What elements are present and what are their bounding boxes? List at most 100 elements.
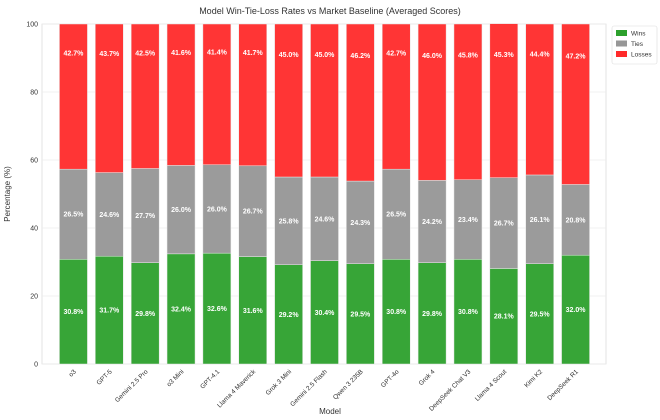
bar-losses	[453, 23, 483, 180]
bar-losses	[238, 23, 268, 167]
legend-swatch	[616, 40, 627, 47]
bar-losses	[489, 23, 519, 178]
data-label: 30.4%	[315, 310, 336, 317]
x-tick-label: Gemini 2.5 Pro	[114, 368, 150, 404]
chart-title: Model Win-Tie-Loss Rates vs Market Basel…	[199, 6, 461, 16]
data-label: 24.2%	[422, 219, 443, 226]
bar-ties	[274, 176, 303, 265]
data-label: 26.0%	[207, 206, 228, 213]
data-label: 24.6%	[315, 216, 336, 223]
x-tick-label: Llama 4 Maverick	[216, 368, 257, 409]
bar-ties	[95, 172, 124, 257]
data-label: 29.8%	[135, 311, 156, 318]
bar-ties	[202, 164, 232, 254]
data-label: 28.1%	[494, 314, 515, 321]
data-label: 26.0%	[171, 207, 192, 214]
bar-losses	[561, 23, 590, 185]
y-tick-label: 80	[30, 90, 38, 97]
bar-wins	[274, 264, 303, 365]
x-tick-label: GPT-5	[95, 368, 114, 387]
y-tick-label: 0	[34, 362, 38, 369]
data-label: 32.6%	[207, 306, 228, 313]
data-label: 24.3%	[350, 220, 371, 227]
data-label: 29.5%	[530, 311, 551, 318]
x-axis-label: Model	[319, 407, 341, 416]
data-label: 26.1%	[530, 217, 551, 224]
legend-label: Ties	[631, 41, 644, 48]
bar-wins	[561, 254, 590, 365]
bar-losses	[417, 23, 447, 181]
data-label: 26.7%	[494, 221, 515, 228]
bar-wins	[202, 252, 232, 365]
bar-losses	[130, 23, 160, 169]
bar-losses	[346, 23, 375, 182]
bar-ties	[525, 174, 554, 264]
legend-swatch	[616, 30, 627, 36]
data-label: 42.7%	[64, 51, 85, 58]
bar-wins	[166, 253, 196, 365]
data-label: 32.4%	[171, 306, 192, 313]
data-label: 41.7%	[243, 50, 264, 57]
data-label: 42.5%	[135, 50, 156, 57]
data-label: 30.8%	[64, 309, 85, 316]
bar-losses	[525, 23, 554, 176]
x-tick-label: GPT-4.1	[199, 368, 221, 390]
bar-losses	[310, 23, 339, 178]
bar-wins	[489, 268, 519, 365]
bar-wins	[59, 259, 88, 365]
y-axis-label: Percentage (%)	[3, 166, 12, 222]
data-label: 44.4%	[530, 52, 551, 59]
data-label: 46.0%	[422, 53, 443, 60]
data-label: 26.5%	[64, 212, 85, 219]
bar-losses	[274, 23, 303, 178]
data-label: 23.4%	[458, 217, 479, 224]
bar-wins	[417, 262, 447, 365]
legend-label: Wins	[631, 31, 646, 38]
data-label: 47.2%	[566, 54, 587, 61]
data-label: 41.6%	[171, 50, 192, 57]
x-tick-label: Kimi K2	[523, 368, 544, 389]
bar-losses	[166, 23, 196, 166]
legend-label: Losses	[631, 52, 652, 59]
data-label: 43.7%	[99, 51, 120, 58]
data-label: 29.5%	[350, 311, 371, 318]
data-label: 30.8%	[458, 309, 479, 316]
bar-losses	[59, 23, 88, 170]
bar-ties	[381, 168, 411, 260]
data-label: 32.0%	[566, 307, 587, 314]
data-label: 29.8%	[422, 311, 443, 318]
x-tick-label: o3	[68, 368, 78, 378]
data-label: 31.6%	[243, 308, 264, 315]
bar-wins	[310, 260, 339, 365]
x-tick-label: Llama 4 Scout	[474, 368, 508, 402]
data-label: 45.8%	[458, 53, 479, 60]
x-tick-label: o3 Mini	[166, 368, 186, 388]
data-label: 26.7%	[243, 209, 264, 216]
x-tick-label: Grok 4	[418, 368, 437, 387]
bar-ties	[130, 168, 160, 263]
y-tick-label: 40	[30, 226, 38, 233]
legend-swatch	[616, 51, 627, 57]
bar-ties	[310, 176, 339, 261]
bar-wins	[381, 259, 411, 365]
data-label: 45.3%	[494, 52, 515, 59]
bar-ties	[346, 180, 375, 264]
data-label: 30.8%	[386, 309, 407, 316]
data-label: 41.4%	[207, 50, 228, 57]
data-label: 26.5%	[386, 212, 407, 219]
x-tick-label: GPT-4o	[380, 368, 401, 389]
data-label: 31.7%	[99, 308, 120, 315]
y-tick-label: 100	[26, 22, 38, 29]
bar-losses	[381, 23, 411, 170]
bar-losses	[95, 23, 124, 173]
bar-ties	[417, 180, 447, 263]
x-tick-label: Grok 3 Mini	[265, 368, 293, 396]
bar-wins	[238, 256, 268, 365]
data-label: 27.7%	[135, 213, 156, 220]
y-tick-label: 60	[30, 158, 38, 165]
data-label: 45.0%	[279, 52, 300, 59]
data-label: 20.8%	[566, 217, 587, 224]
x-tick-label: DeepSeek R1	[546, 368, 580, 402]
